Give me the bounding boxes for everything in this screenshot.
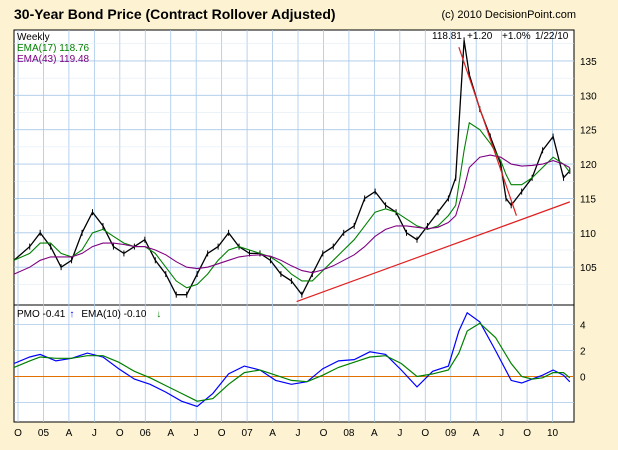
x-tick-label: J [92, 428, 97, 439]
x-tick-label: 09 [445, 428, 457, 439]
copyright-text: (c) 2010 DecisionPoint.com [441, 9, 576, 21]
indicator-legend-arrow: ↑ [69, 309, 74, 320]
price-readout-value: +1.20 [467, 31, 493, 42]
indicator-y-tick-label: 2 [580, 347, 586, 358]
x-tick-label: J [194, 428, 199, 439]
x-tick-label: J [296, 428, 301, 439]
price-y-tick-label: 115 [580, 194, 596, 205]
ema-series-line [13, 154, 571, 275]
x-tick-label: O [421, 428, 429, 439]
x-tick-label: O [523, 428, 531, 439]
chart-title: 30-Year Bond Price (Contract Rollover Ad… [14, 6, 336, 22]
price-readout-value: 118.81 [432, 31, 462, 42]
x-tick-label: A [66, 428, 73, 439]
price-y-tick-label: 110 [580, 229, 596, 240]
x-tick-label: O [14, 428, 22, 439]
price-series-line [13, 40, 571, 296]
x-tick-label: A [371, 428, 378, 439]
indicator-legend-arrow: ↓ [156, 309, 161, 320]
x-tick-label: 06 [140, 428, 152, 439]
indicator-legend-label: EMA(10) -0.10 [81, 309, 146, 320]
price-readout-value: 1/22/10 [535, 31, 569, 42]
ema-series-line [13, 121, 571, 289]
x-tick-label: 10 [547, 428, 559, 439]
x-tick-label: 05 [38, 428, 50, 439]
x-tick-label: J [397, 428, 402, 439]
pmo-series-line [13, 311, 571, 408]
price-y-tick-label: 105 [580, 263, 597, 274]
x-tick-label: A [167, 428, 174, 439]
ema-legend-label: EMA(17) 118.76 [17, 43, 90, 54]
x-tick-label: 08 [343, 428, 355, 439]
price-y-tick-label: 120 [580, 160, 597, 171]
indicator-legend-label: PMO -0.41 [17, 309, 66, 320]
indicator-y-tick-label: 4 [580, 321, 586, 332]
ema-legend-label: EMA(43) 119.48 [17, 54, 90, 65]
trendline [296, 201, 571, 303]
x-tick-label: 07 [242, 428, 254, 439]
indicator-y-tick-label: 0 [580, 373, 586, 384]
price-panel [13, 29, 575, 306]
trendline [458, 46, 517, 216]
x-tick-label: O [116, 428, 124, 439]
price-y-tick-label: 125 [580, 126, 597, 137]
timeframe-label: Weekly [17, 32, 50, 43]
pmo-ema-series-line [13, 322, 571, 402]
x-tick-label: A [473, 428, 480, 439]
price-readout-value: +1.0% [502, 31, 531, 42]
x-tick-label: O [320, 428, 328, 439]
x-tick-label: O [218, 428, 226, 439]
x-tick-label: J [499, 428, 504, 439]
price-y-tick-label: 130 [580, 91, 597, 102]
x-tick-label: A [269, 428, 276, 439]
price-y-tick-label: 135 [580, 57, 597, 68]
indicator-panel [13, 304, 575, 423]
